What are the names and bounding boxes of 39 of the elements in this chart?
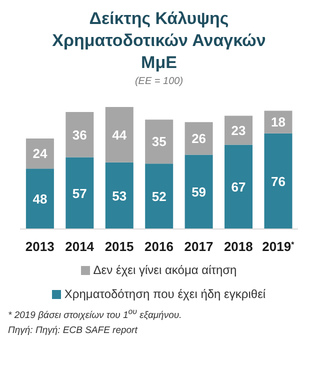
x-tick-label: 2016 (144, 239, 174, 254)
bar (184, 154, 213, 229)
data-label: 48 (32, 191, 48, 206)
bar (66, 157, 94, 229)
text: Πηγή: Πηγή: ECB SAFE report (8, 325, 139, 336)
bar (26, 138, 54, 169)
data-label: 67 (231, 179, 246, 194)
bar (264, 133, 292, 229)
bar (26, 168, 54, 229)
bar (66, 112, 94, 158)
data-label: 53 (112, 188, 127, 204)
chart-subtitle: (ΕΕ = 100) (134, 76, 184, 87)
data-label: 59 (192, 184, 206, 200)
bar (105, 162, 134, 229)
data-label: 18 (271, 114, 286, 130)
bar (224, 144, 253, 229)
chart-title: Δείκτης Κάλυψης Χρηματοδοτικών Αναγκών ΜμΕ (51, 8, 267, 74)
x-tick-label: 2013 (25, 239, 54, 254)
legend-label: Χρηματοδότηση που έχει ήδη εγκριθεί (64, 287, 266, 301)
data-label: 52 (152, 188, 166, 204)
data-label: 76 (271, 174, 286, 189)
x-tick-label: 2019$^{*}$ (262, 239, 296, 254)
data-label: 24 (32, 146, 48, 162)
data-label: 44 (112, 127, 128, 142)
x-tick-label: 2017 (184, 239, 214, 254)
data-label: 57 (72, 186, 87, 201)
data-label: 26 (192, 131, 206, 146)
x-tick-label: 2014 (65, 239, 95, 254)
data-label: 23 (231, 122, 246, 138)
text: * 2019 βάσει στοιχείων του 1$^{ου}$ εξαμήνου. (8, 307, 183, 322)
bar (145, 120, 174, 164)
bar (184, 122, 213, 155)
bar (105, 107, 134, 162)
legend-label: Δεν έχει γίνει ακόμα αίτηση (93, 263, 237, 277)
data-label: 36 (72, 127, 87, 142)
x-tick-label: 2015 (104, 239, 134, 254)
data-label: 35 (152, 134, 166, 150)
bar (145, 164, 174, 229)
x-tick-label: 2018 (224, 239, 253, 254)
